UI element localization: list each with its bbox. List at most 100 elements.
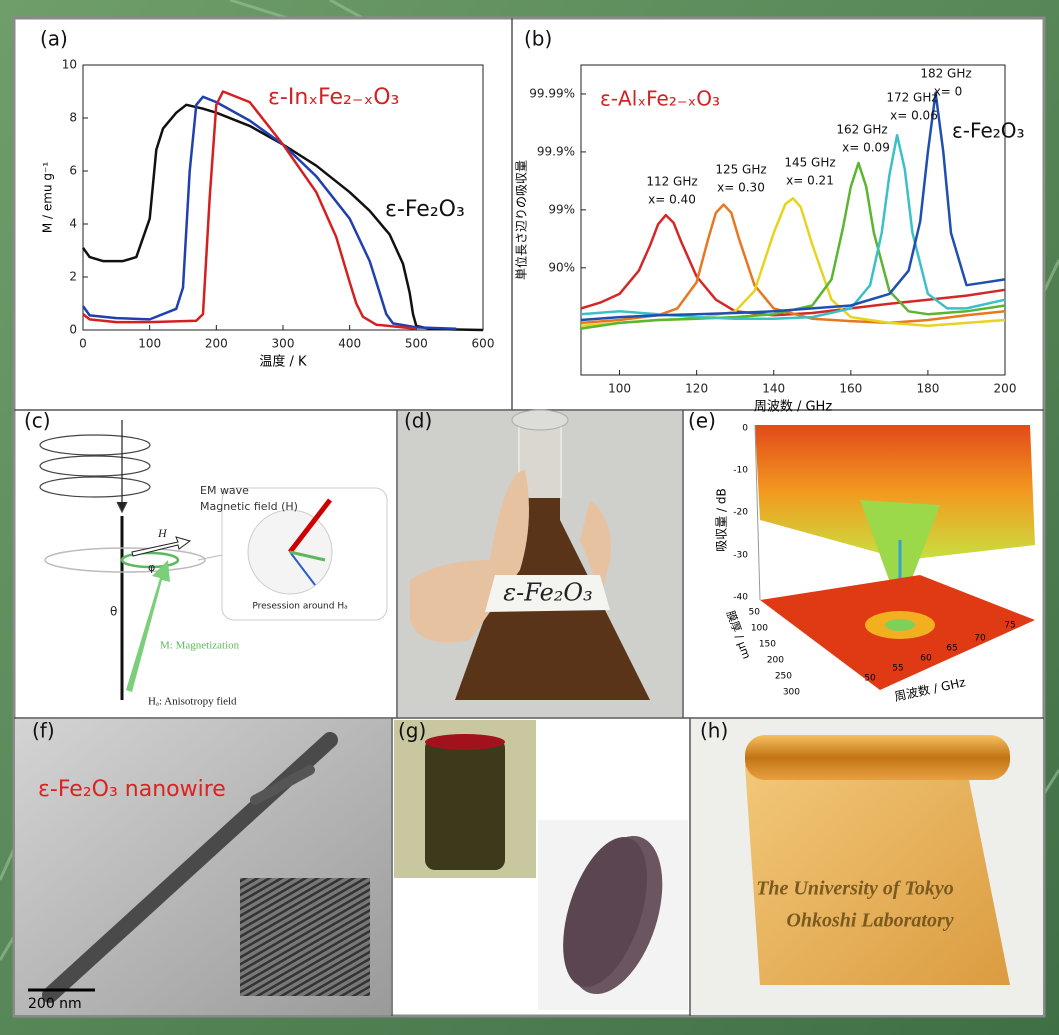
y-tick-label: 4 <box>69 217 77 231</box>
axis-label: 吸収量 / dB <box>715 488 729 552</box>
x-tick-label: 300 <box>272 337 295 351</box>
tick-label: 60 <box>920 654 932 664</box>
x-tick-label: 200 <box>994 382 1017 396</box>
flask-text: ε-Fe₂O₃ <box>503 579 592 607</box>
annotation: x= 0.21 <box>786 174 834 188</box>
field-arrow <box>131 536 192 557</box>
diagram-text: M: Magnetization <box>160 640 240 652</box>
tick-label: 200 <box>767 656 784 666</box>
panel-label: (g) <box>398 719 426 743</box>
finger <box>580 500 611 600</box>
annotation: x= 0.30 <box>717 181 765 195</box>
image-title: ε-Fe₂O₃ nanowire <box>38 777 226 802</box>
panel-label: (b) <box>524 27 552 51</box>
x-tick-label: 120 <box>685 382 708 396</box>
tick-label: -20 <box>733 508 748 518</box>
scale-label: 200 nm <box>28 996 82 1012</box>
tick-label: 0 <box>742 424 748 434</box>
data-line <box>81 103 484 332</box>
annotation: x= 0.40 <box>648 193 696 207</box>
x-tick-label: 140 <box>762 382 785 396</box>
hand <box>410 470 529 643</box>
annotation: x= 0 <box>934 85 963 99</box>
x-tick-label: 160 <box>839 382 862 396</box>
panel-label: (c) <box>24 409 51 433</box>
tick-label: 150 <box>759 640 776 650</box>
panel-c: (c) EM wave Magnetic field (H) H φ Prese… <box>24 409 388 708</box>
y-tick-label: 6 <box>69 164 77 178</box>
precession-cone <box>120 551 180 569</box>
nanowire-branch <box>250 765 315 805</box>
flask <box>455 420 650 700</box>
panel-g: (g) <box>394 719 688 1010</box>
panel-dividers <box>14 18 1044 1016</box>
tick-label: -10 <box>733 466 748 476</box>
flask-label <box>485 575 610 612</box>
tick-label: 300 <box>783 688 800 698</box>
diagram-text: Hₐ: Anisotropy field <box>148 696 237 708</box>
disc-face <box>563 836 647 988</box>
callout-h <box>288 498 332 554</box>
callout-a <box>289 551 316 586</box>
y-axis-label: M / emu g⁻¹ <box>41 162 55 233</box>
em-wave <box>39 420 151 514</box>
stopper <box>511 409 569 431</box>
annotation: 145 GHz <box>784 156 835 170</box>
panel-d: ε-Fe₂O₃ (d) <box>398 409 682 717</box>
x-tick-label: 500 <box>405 337 428 351</box>
diagram-text: θ <box>110 605 117 619</box>
y-tick-label: 99.9% <box>537 144 575 158</box>
annotation: ε-Fe₂O₃ <box>952 119 1025 143</box>
diagram-text: H <box>157 526 168 540</box>
data-line <box>580 161 1006 330</box>
axis-ticks: 0-10-20-30-40505560657075501001502002503… <box>733 424 1015 698</box>
x-tick-label: 200 <box>205 337 228 351</box>
magnetization-arrow <box>126 560 170 692</box>
callout <box>221 487 388 621</box>
tick-label: 250 <box>775 672 792 682</box>
surface <box>755 425 1035 560</box>
panel-label: (f) <box>32 719 55 743</box>
x-tick-label: 180 <box>916 382 939 396</box>
y-tick-label: 8 <box>69 111 77 125</box>
panel-e: (e) 吸収量 / dB 周波数 / GHz 膜厚 / µm 0-10-20-3… <box>688 409 1035 704</box>
y-tick-label: 99% <box>548 202 575 216</box>
panel-label: (h) <box>700 719 728 743</box>
annotation: ε-InₓFe₂₋ₓO₃ <box>268 85 399 110</box>
x-tick-label: 100 <box>138 337 161 351</box>
tick-label: 70 <box>974 634 986 644</box>
panel-label: (d) <box>404 409 432 433</box>
tick-label: -40 <box>733 593 748 603</box>
diagram-text: Presession around Hₐ <box>252 602 347 612</box>
plot-frame <box>580 64 1006 376</box>
y-tick-label: 99.99% <box>529 86 575 100</box>
y-axis-label: 単位長さ辺りの吸収量 <box>514 160 529 280</box>
polyimide-film <box>745 735 1010 985</box>
x-tick-label: 100 <box>608 382 631 396</box>
tick-label: 55 <box>892 664 903 674</box>
tick-label: -30 <box>733 551 748 561</box>
data-line <box>580 91 1006 322</box>
jar-surface <box>425 734 505 750</box>
data-line <box>580 213 1006 317</box>
y-tick-label: 10 <box>62 58 77 72</box>
callout-pointer <box>197 554 223 561</box>
projection-core <box>885 619 915 631</box>
film-text: Ohkoshi Laboratory <box>786 910 953 932</box>
panel-h: The University of Tokyo Ohkoshi Laborato… <box>691 719 1043 1015</box>
diagram-text: φ <box>148 561 155 574</box>
annotation: 182 GHz <box>920 67 971 81</box>
tick-label: 50 <box>864 674 876 684</box>
x-axis-label: 周波数 / GHz <box>754 400 832 415</box>
x-axis-label: 温度 / K <box>259 354 307 370</box>
annotation: x= 0.06 <box>890 109 938 123</box>
y-tick-label: 0 <box>69 323 77 337</box>
precession-orbit <box>44 547 206 573</box>
data-line <box>81 95 457 330</box>
panel-f: 200 nm ε-Fe₂O₃ nanowire (f) <box>15 719 391 1015</box>
annotation: ε-Fe₂O₃ <box>385 197 465 222</box>
y-tick-label: 90% <box>548 260 575 274</box>
diagram-text: EM wave <box>200 484 249 497</box>
